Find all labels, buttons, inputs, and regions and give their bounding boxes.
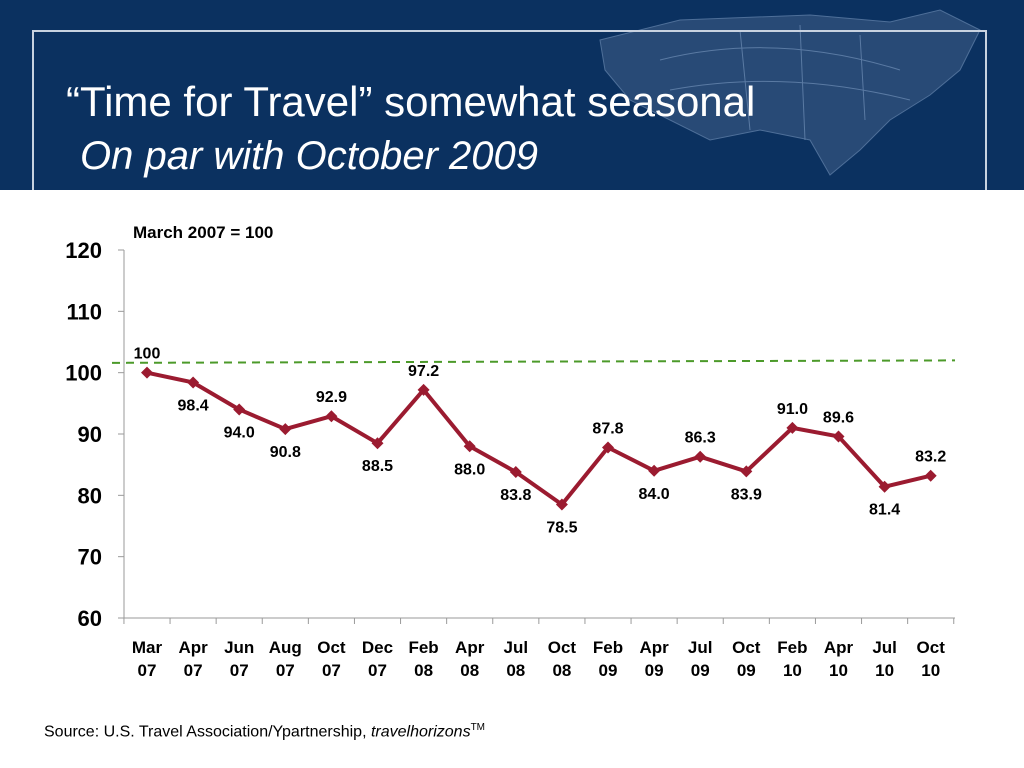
data-label: 89.6	[823, 409, 854, 426]
data-point	[463, 440, 476, 453]
data-point	[602, 441, 614, 454]
x-tick-label-month: Jun	[224, 638, 254, 657]
x-tick-label-month: Apr	[178, 638, 208, 657]
data-label: 88.5	[362, 458, 393, 475]
data-point	[509, 466, 522, 479]
data-label: 91.0	[777, 401, 808, 418]
data-point	[694, 450, 707, 463]
data-point	[878, 480, 891, 493]
data-point	[187, 376, 200, 389]
source-note: Source: U.S. Travel Association/Ypartner…	[44, 722, 485, 741]
data-label: 87.8	[592, 420, 623, 437]
data-label: 90.8	[270, 444, 301, 461]
data-point	[141, 366, 153, 379]
x-tick-label-year: 07	[138, 661, 157, 680]
y-tick-label: 70	[78, 545, 102, 570]
data-point	[233, 403, 246, 416]
data-label: 98.4	[178, 397, 209, 414]
data-label: 83.2	[915, 449, 946, 466]
x-tick-label-year: 07	[368, 661, 387, 680]
x-tick-label-year: 10	[829, 661, 848, 680]
data-point	[325, 410, 338, 423]
data-label: 100	[134, 346, 161, 363]
x-tick-label-month: Dec	[362, 638, 393, 657]
y-tick-label: 80	[78, 483, 102, 508]
data-point	[279, 423, 292, 436]
x-tick-label-year: 08	[506, 661, 525, 680]
banner-frame	[32, 30, 987, 190]
x-tick-label-month: Feb	[593, 638, 623, 657]
x-tick-label-month: Jul	[872, 638, 897, 657]
page-subtitle: On par with October 2009	[80, 134, 539, 178]
x-tick-label-year: 08	[552, 661, 571, 680]
x-tick-label-year: 10	[783, 661, 802, 680]
data-label: 83.8	[500, 487, 531, 504]
data-point	[371, 437, 384, 450]
x-tick-label-month: Mar	[132, 638, 163, 657]
data-point	[417, 383, 430, 396]
x-tick-label-month: Oct	[548, 638, 577, 657]
data-point	[832, 430, 845, 443]
x-tick-label-year: 07	[322, 661, 341, 680]
data-label: 86.3	[685, 430, 716, 447]
x-tick-label-year: 07	[276, 661, 295, 680]
x-tick-label-year: 08	[460, 661, 479, 680]
source-text: Source: U.S. Travel Association/Ypartner…	[44, 723, 371, 741]
data-label: 94.0	[224, 424, 255, 441]
x-tick-label-month: Oct	[917, 638, 946, 657]
x-tick-label-year: 09	[599, 661, 618, 680]
line-chart: March 2007 = 100 60 70 80 90 100 110 120 Mar 07 Ap…	[65, 223, 956, 680]
x-tick-label-year: 09	[691, 661, 710, 680]
x-tick-label-year: 07	[230, 661, 249, 680]
x-tick-label-year: 08	[414, 661, 433, 680]
y-tick-label: 120	[65, 238, 102, 263]
y-tick-label: 100	[65, 361, 102, 386]
x-tick-label-month: Aug	[269, 638, 302, 657]
source-brand: travelhorizons	[370, 723, 471, 741]
x-tick-label-month: Jul	[688, 638, 713, 657]
y-tick-label: 90	[78, 422, 102, 447]
chart-annotation: March 2007 = 100	[133, 223, 273, 242]
x-tick-label-year: 10	[921, 661, 940, 680]
data-point	[648, 464, 661, 477]
us-map-graphic	[599, 9, 981, 176]
x-tick-label-month: Apr	[824, 638, 854, 657]
y-tick-label: 110	[67, 299, 103, 324]
reference-line	[111, 359, 956, 364]
x-tick-label-month: Oct	[732, 638, 761, 657]
series-line	[146, 370, 932, 507]
data-label: 83.9	[731, 486, 762, 503]
x-tick-label-month: Feb	[777, 638, 807, 657]
data-label: 97.2	[408, 363, 439, 380]
data-point	[786, 421, 799, 434]
data-point	[740, 465, 753, 478]
x-tick-label-month: Apr	[639, 638, 669, 657]
data-label: 88.0	[454, 461, 485, 478]
data-label: 92.9	[316, 389, 347, 406]
x-tick-label-year: 09	[645, 661, 664, 680]
x-tick-label-month: Apr	[455, 638, 485, 657]
data-label: 78.5	[546, 520, 577, 537]
data-label: 81.4	[869, 502, 900, 519]
x-tick-label-year: 10	[875, 661, 894, 680]
y-tick-label: 60	[78, 606, 102, 631]
x-tick-label-month: Jul	[504, 638, 529, 657]
x-tick-label-month: Oct	[317, 638, 346, 657]
x-tick-label-year: 09	[737, 661, 756, 680]
title-banner: “Time for Travel” somewhat seasonal On p…	[0, 0, 1024, 190]
page-title: “Time for Travel” somewhat seasonal	[66, 78, 756, 125]
trademark-mark: TM	[470, 722, 486, 733]
data-point	[924, 469, 937, 482]
x-tick-label-month: Feb	[408, 638, 438, 657]
data-label: 84.0	[639, 486, 670, 503]
data-point	[555, 498, 568, 511]
x-tick-label-year: 07	[184, 661, 203, 680]
